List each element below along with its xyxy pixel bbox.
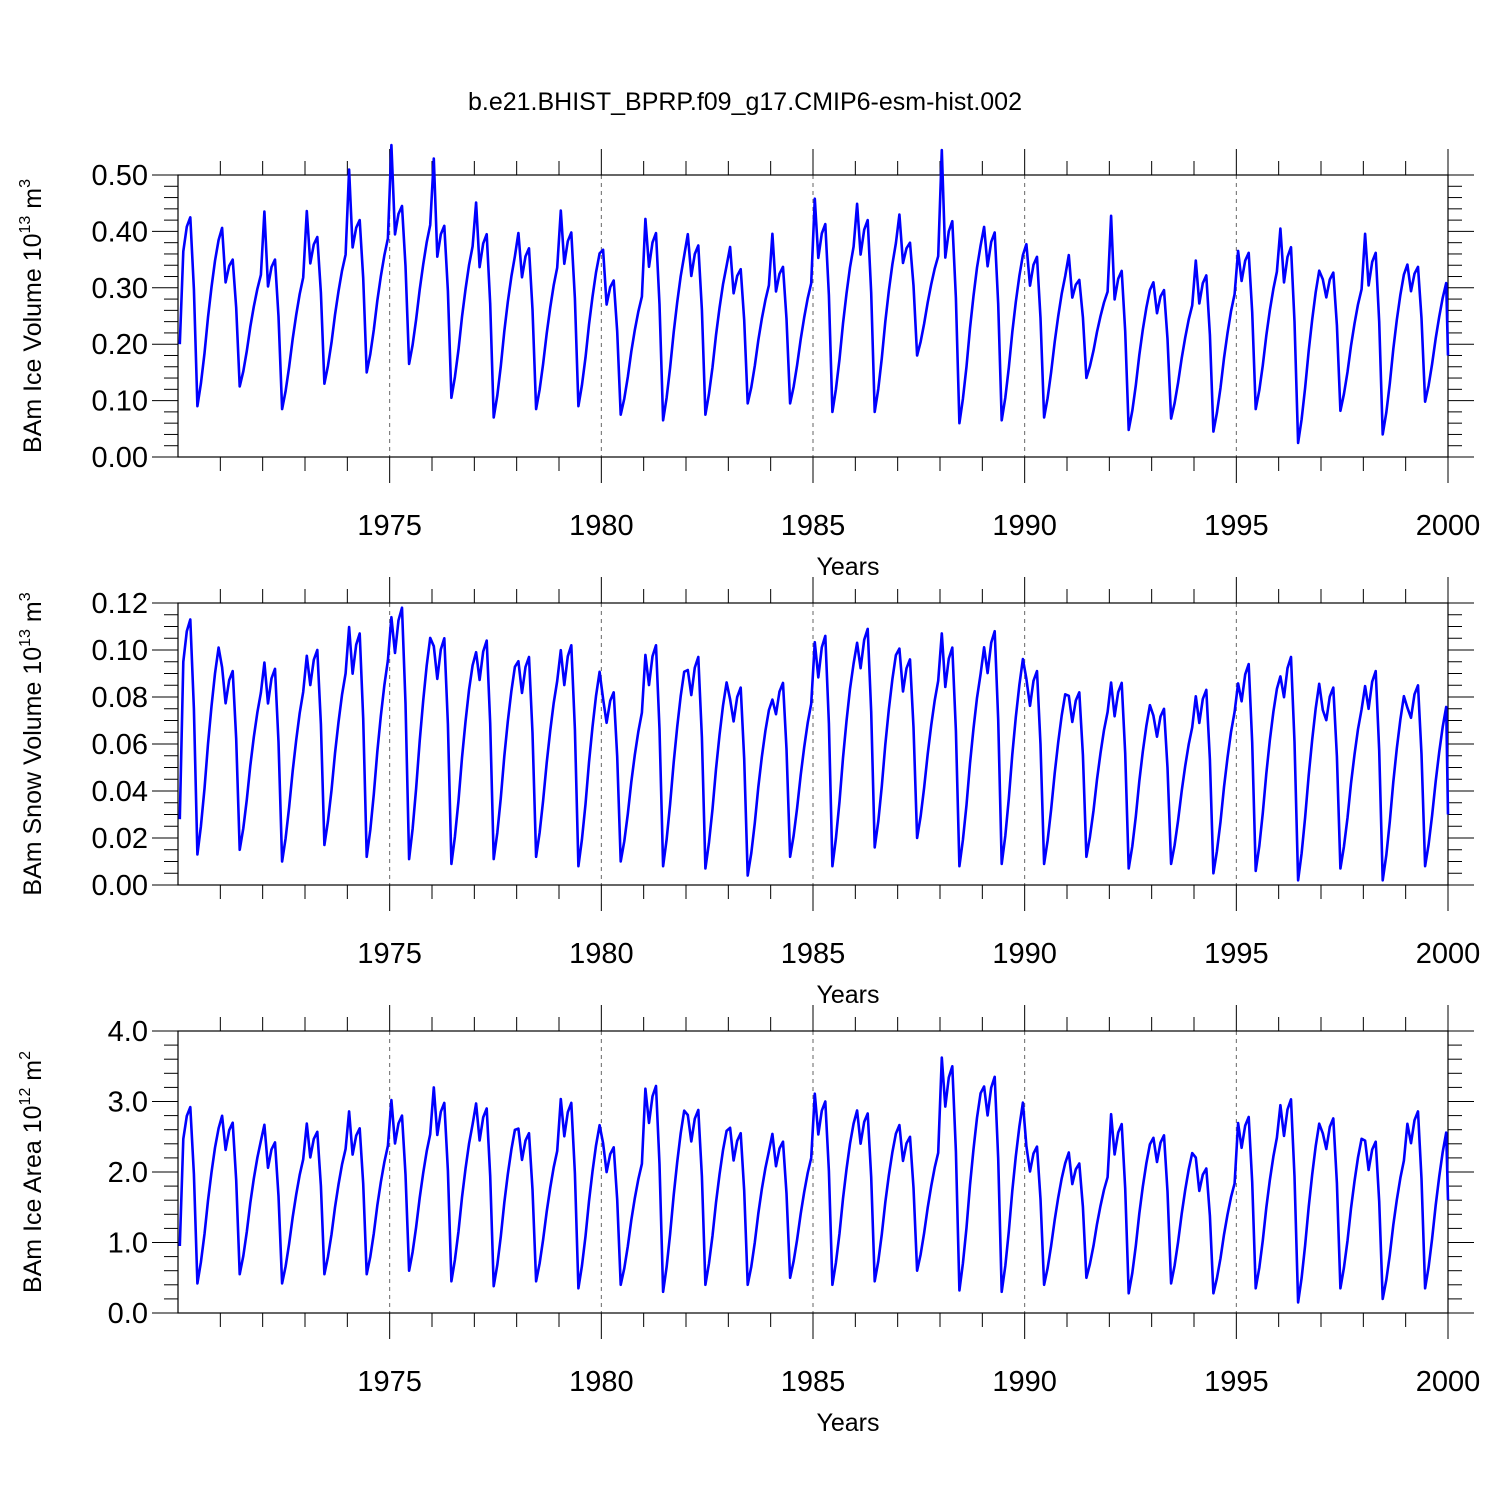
y-tick-label: 3.0 (108, 1087, 148, 1119)
x-tick-label: 2000 (1416, 938, 1481, 970)
x-tick-label: 1975 (357, 938, 422, 970)
y-axis-label: BAm Snow Volume 1013 m3 (17, 592, 47, 895)
panel-1: 0.00 0.10 0.20 0.30 0.40 0.50 1975 1980 1985 1990… (17, 143, 1481, 581)
y-axis-label-unit-exponent: 2 (17, 1051, 34, 1060)
x-tick-label: 1995 (1204, 1366, 1269, 1398)
x-tick-label: 1980 (569, 938, 634, 970)
x-tick-label: 1975 (357, 1366, 422, 1398)
y-tick-label: 1.0 (108, 1228, 148, 1260)
x-tick-label: 1980 (569, 510, 634, 542)
x-tick-label: 1990 (992, 510, 1057, 542)
x-axis-label: Years (816, 1409, 879, 1437)
y-tick-label: 0.20 (92, 329, 148, 361)
x-tick-label: 1975 (357, 510, 422, 542)
y-axis-label-exponent: 13 (17, 629, 34, 647)
series-line-ice_area (178, 1056, 1450, 1304)
y-tick-label: 4.0 (108, 1016, 148, 1048)
figure-title: b.e21.BHIST_BPRP.f09_g17.CMIP6-esm-hist.… (468, 88, 1022, 116)
y-tick-label: 0.00 (92, 442, 148, 474)
y-tick-label: 0.30 (92, 273, 148, 305)
y-tick-label: 0.12 (92, 588, 148, 620)
y-axis-label-unit-exponent: 3 (17, 592, 34, 601)
series-line-ice_volume (178, 143, 1450, 445)
y-tick-label: 0.10 (92, 386, 148, 418)
y-axis-label-main: BAm Ice Volume 10 (19, 233, 47, 453)
y-tick-label: 0.50 (92, 160, 148, 192)
x-tick-label: 1995 (1204, 510, 1269, 542)
y-axis-label-unit-exponent: 3 (17, 179, 34, 188)
y-tick-label: 0.10 (92, 635, 148, 667)
x-tick-label: 2000 (1416, 510, 1481, 542)
y-tick-label: 0.00 (92, 870, 148, 902)
x-tick-label: 1990 (992, 1366, 1057, 1398)
y-tick-label: 0.06 (92, 729, 148, 761)
y-tick-label: 0.02 (92, 823, 148, 855)
x-tick-label: 1995 (1204, 938, 1269, 970)
x-tick-label: 1985 (781, 510, 846, 542)
x-tick-label: 1990 (992, 938, 1057, 970)
y-axis-label-main: BAm Ice Area 10 (19, 1105, 47, 1293)
y-tick-label: 0.04 (92, 776, 148, 808)
y-tick-label: 0.0 (108, 1298, 148, 1330)
x-tick-label: 1985 (781, 938, 846, 970)
x-tick-label: 2000 (1416, 1366, 1481, 1398)
y-axis-label: BAm Ice Area 1012 m2 (17, 1051, 47, 1293)
x-axis-label: Years (816, 553, 879, 581)
panel-3: 0.0 1.0 2.0 3.0 4.0 1975 1980 1985 1990 1995 2000 Y… (17, 1005, 1480, 1437)
series-line-snow_volume (178, 606, 1450, 882)
y-axis-label-unit: m (19, 188, 47, 216)
y-axis-label-unit: m (19, 601, 47, 629)
y-tick-label: 2.0 (108, 1157, 148, 1189)
y-axis-label: BAm Ice Volume 1013 m3 (17, 179, 47, 453)
y-tick-label: 0.40 (92, 216, 148, 248)
x-tick-label: 1985 (781, 1366, 846, 1398)
y-tick-label: 0.08 (92, 682, 148, 714)
panel-2: 0.00 0.02 0.04 0.06 0.08 0.10 0.12 1975 1980 1985… (17, 577, 1480, 1009)
x-axis-label: Years (816, 981, 879, 1009)
y-axis-label-unit: m (19, 1060, 47, 1088)
x-tick-label: 1980 (569, 1366, 634, 1398)
y-axis-label-exponent: 12 (17, 1088, 34, 1106)
y-axis-label-exponent: 13 (17, 216, 34, 234)
y-axis-label-main: BAm Snow Volume 10 (19, 647, 47, 896)
